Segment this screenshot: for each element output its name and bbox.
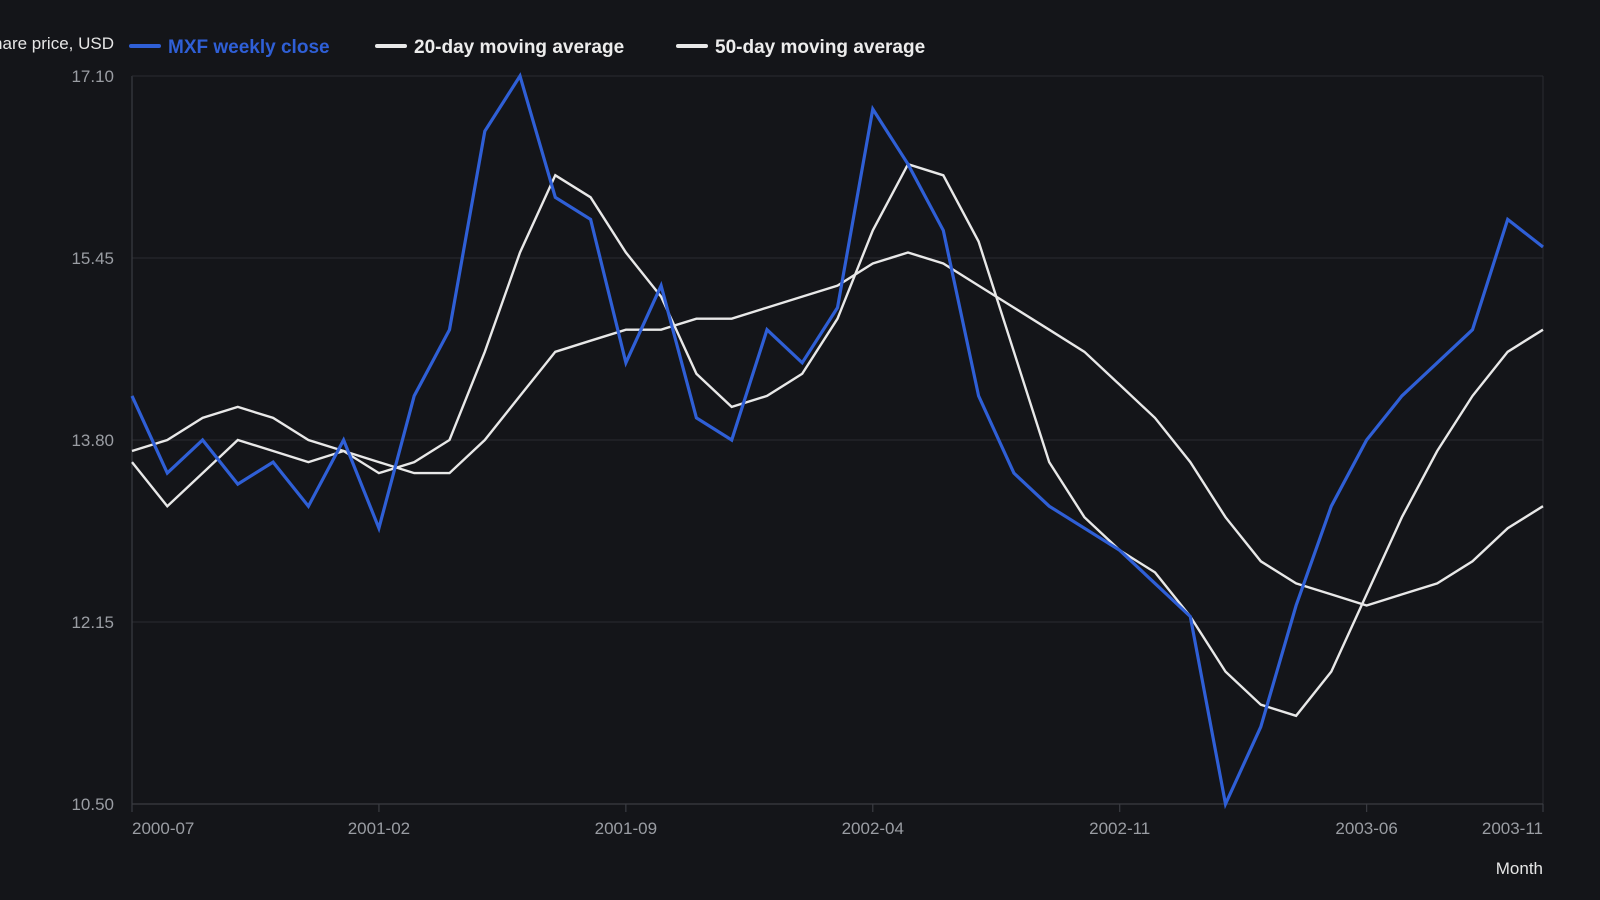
x-tick-label: 2003-11 [1482, 819, 1543, 838]
legend-label-3: 50-day moving average [715, 37, 925, 58]
x-tick-label: 2002-04 [842, 819, 904, 838]
y-axis-title: Share price, USD [0, 34, 114, 53]
series-line-3 [131, 251, 1544, 607]
y-tick-label: 17.10 [71, 67, 114, 86]
y-tick-label: 12.15 [71, 613, 114, 632]
x-axis-title: Month [1496, 859, 1543, 878]
x-tick-label: 2000-07 [132, 819, 194, 838]
legend-label-2: 20-day moving average [414, 37, 624, 58]
y-tick-label: 10.50 [71, 795, 114, 814]
x-tick-label: 2001-02 [348, 819, 410, 838]
y-tick-label: 13.80 [71, 431, 114, 450]
axes: 10.50 12.15 13.80 15.45 17.10 2000-07 2001-02 2… [71, 67, 1544, 838]
x-tick-label: 2002-11 [1089, 819, 1150, 838]
series [130, 72, 1544, 810]
x-tick-label: 2003-06 [1335, 819, 1397, 838]
x-tick-label: 2001-09 [595, 819, 657, 838]
gridlines [132, 75, 1543, 623]
series-line-2 [131, 162, 1544, 718]
series-line-1 [130, 72, 1544, 810]
y-tick-label: 15.45 [71, 249, 114, 268]
legend-label-1: MXF weekly close [168, 37, 330, 58]
legend: MXF weekly close 20-day moving average 50-… [129, 37, 925, 58]
